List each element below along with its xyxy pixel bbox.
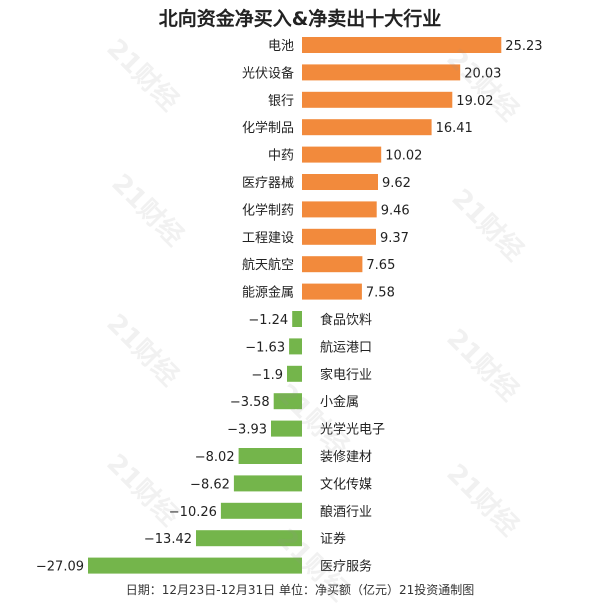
bar-0 (302, 37, 502, 53)
bar-10 (292, 311, 302, 327)
value-label-19: −27.09 (36, 560, 84, 575)
chart-title: 北向资金净买入&净卖出十大行业 (158, 8, 442, 30)
category-label-18: 证券 (320, 531, 346, 547)
category-label-10: 食品饮料 (320, 312, 372, 328)
value-label-14: −3.93 (227, 423, 267, 438)
bar-1 (302, 64, 461, 81)
category-label-9: 能源金属 (242, 285, 294, 301)
bar-3 (302, 119, 432, 136)
value-label-17: −10.26 (169, 505, 217, 520)
category-label-7: 工程建设 (242, 231, 294, 246)
value-label-15: −8.02 (195, 450, 235, 465)
bar-18 (196, 530, 302, 547)
category-label-0: 电池 (268, 39, 294, 54)
value-label-8: 7.65 (366, 258, 395, 273)
value-label-13: −3.58 (230, 395, 270, 410)
value-label-2: 19.02 (456, 94, 493, 109)
category-label-8: 航天航空 (242, 257, 294, 273)
category-label-14: 光学光电子 (320, 422, 385, 438)
category-label-4: 中药 (268, 149, 294, 164)
category-label-3: 化学制品 (242, 120, 294, 136)
bar-5 (302, 174, 378, 190)
category-label-5: 医疗器械 (242, 176, 294, 191)
category-label-6: 化学制药 (242, 202, 294, 218)
category-label-1: 光伏设备 (242, 65, 294, 81)
bar-9 (302, 283, 362, 300)
category-label-11: 航运港口 (320, 339, 372, 355)
category-label-13: 小金属 (320, 394, 359, 410)
bar-11 (289, 338, 302, 355)
category-label-16: 文化传媒 (320, 477, 372, 492)
bar-13 (273, 393, 302, 410)
category-label-12: 家电行业 (320, 367, 372, 383)
category-label-19: 医疗服务 (320, 559, 372, 575)
bar-7 (302, 228, 376, 245)
bar-12 (287, 365, 302, 382)
value-label-3: 16.41 (436, 121, 473, 136)
bar-17 (220, 502, 302, 519)
value-label-9: 7.58 (366, 286, 395, 301)
category-label-2: 银行 (268, 94, 294, 109)
value-label-0: 25.23 (505, 39, 542, 54)
bar-15 (238, 448, 302, 464)
category-label-15: 装修建材 (320, 450, 372, 465)
bar-19 (88, 557, 302, 574)
value-label-10: −1.24 (248, 313, 288, 328)
bar-6 (302, 201, 377, 218)
bar-8 (302, 256, 363, 273)
value-label-12: −1.9 (251, 368, 283, 383)
value-label-18: −13.42 (144, 532, 192, 547)
value-label-4: 10.02 (385, 149, 422, 164)
value-label-7: 9.37 (380, 231, 409, 246)
bar-16 (233, 475, 302, 492)
category-label-17: 酿酒行业 (320, 504, 372, 520)
value-label-1: 20.03 (464, 66, 501, 81)
value-label-6: 9.46 (381, 203, 410, 218)
chart-footer: 日期：12月23日-12月31日 单位：净买额（亿元）21投资通制图 (125, 583, 475, 597)
value-label-11: −1.63 (245, 340, 285, 355)
value-label-16: −8.62 (190, 477, 230, 492)
bar-4 (302, 146, 382, 163)
bar-2 (302, 91, 453, 108)
value-label-5: 9.62 (382, 176, 411, 191)
bar-14 (271, 420, 302, 437)
